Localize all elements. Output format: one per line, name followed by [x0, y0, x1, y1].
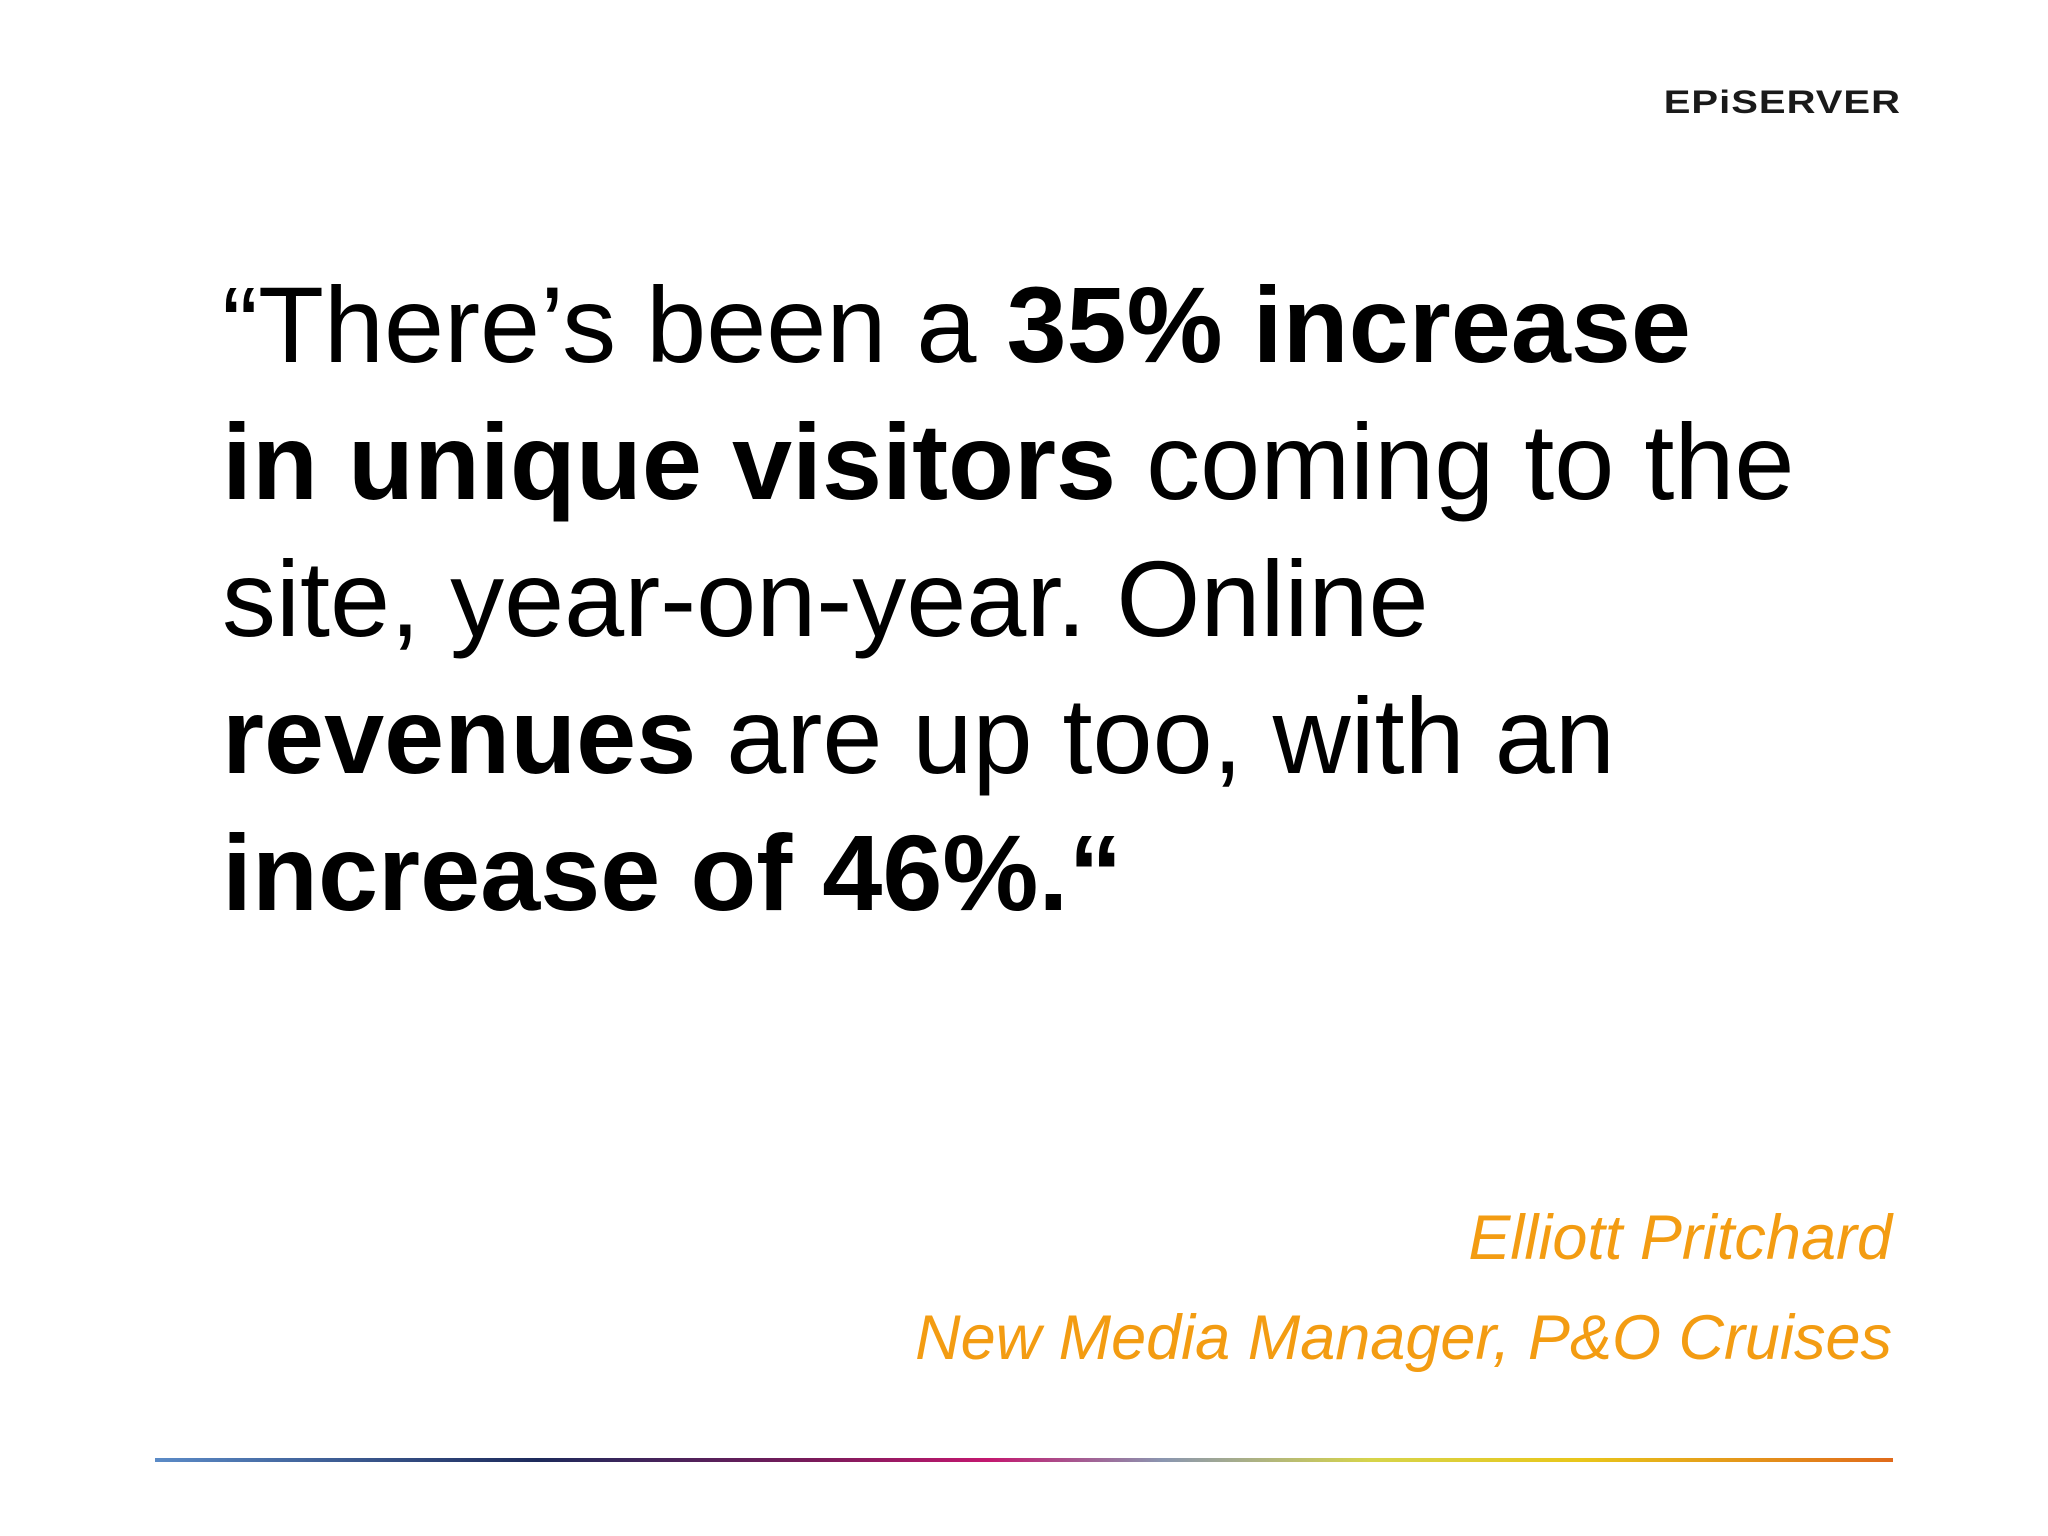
quote-line-3: site, year-on-year. Online — [222, 530, 1942, 667]
quote-line-2-regular-2: coming to the — [1116, 401, 1795, 522]
quote-line-5-bold: increase of 46%.“ — [222, 812, 1123, 933]
footer-gradient-rule — [155, 1458, 1893, 1462]
quote-line-1-regular: “There’s been a — [222, 264, 1007, 385]
attribution-name: Elliott Pritchard — [1468, 1203, 1892, 1273]
quote-line-4-regular-2: are up too, with an — [696, 675, 1615, 796]
quote-line-1: “There’s been a 35% increase — [222, 256, 1942, 393]
quote-line-3-regular: site, year-on-year. Online — [222, 538, 1429, 659]
attribution-title: New Media Manager, P&O Cruises — [915, 1303, 1892, 1373]
quote-line-4-bold: revenues — [222, 675, 697, 796]
quote-line-4: revenues are up too, with an — [222, 667, 1942, 804]
attribution: Elliott Pritchard New Media Manager, P&O… — [915, 1188, 1892, 1388]
quote-line-5: increase of 46%.“ — [222, 804, 1942, 941]
quote-line-2-bold: in unique visitors — [222, 401, 1117, 522]
quote-line-2: in unique visitors coming to the — [222, 393, 1942, 530]
quote-text: “There’s been a 35% increase in unique v… — [222, 256, 1942, 941]
quote-line-1-bold: 35% increase — [1006, 264, 1691, 385]
episerver-logo: EPiSERVER — [1663, 85, 1901, 121]
